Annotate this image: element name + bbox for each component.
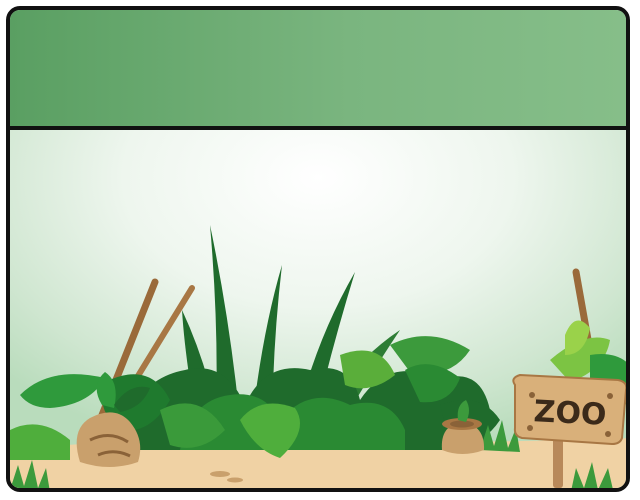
ground-pebble (227, 478, 243, 483)
jungle-scene: ZOO (10, 10, 630, 492)
zoo-sign-text: ZOO (533, 394, 607, 433)
ground-pebble (210, 471, 230, 477)
game-frame: ZOO (6, 6, 630, 492)
